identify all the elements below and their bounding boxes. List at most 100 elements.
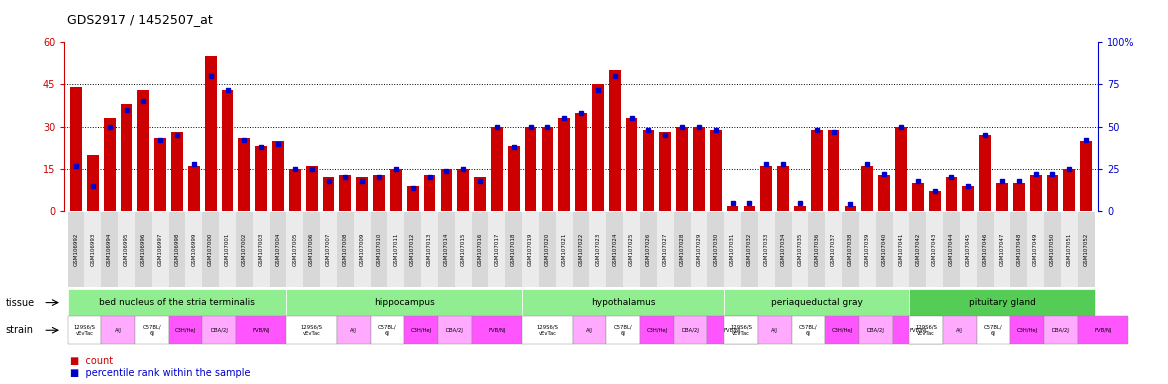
Text: GSM107013: GSM107013 (427, 233, 432, 266)
Text: strain: strain (6, 325, 34, 335)
Text: GSM107044: GSM107044 (948, 233, 954, 266)
Text: GSM107010: GSM107010 (376, 233, 382, 266)
Text: A/J: A/J (586, 328, 593, 333)
Bar (1030, 175, 1042, 211)
Text: GSM106994: GSM106994 (107, 233, 112, 266)
Bar (1080, 141, 1092, 211)
Text: FVB/NJ: FVB/NJ (724, 328, 742, 333)
Bar (777, 166, 790, 211)
Bar (996, 183, 1008, 211)
Text: GSM107021: GSM107021 (562, 233, 566, 266)
Bar (558, 118, 570, 211)
Text: A/J: A/J (957, 328, 964, 333)
Bar (406, 186, 418, 211)
Bar (256, 146, 267, 211)
Text: periaqueductal gray: periaqueductal gray (771, 298, 863, 307)
Text: GSM107037: GSM107037 (832, 233, 836, 266)
Bar (86, 155, 99, 211)
Text: GSM107023: GSM107023 (596, 233, 600, 266)
Bar (356, 177, 368, 211)
Bar (104, 118, 116, 211)
Text: GSM107045: GSM107045 (966, 233, 971, 266)
Bar (306, 166, 318, 211)
Text: GSM107034: GSM107034 (780, 233, 786, 266)
Text: GSM107031: GSM107031 (730, 233, 735, 266)
Text: GSM107052: GSM107052 (1084, 233, 1089, 266)
Text: C3H/HeJ: C3H/HeJ (175, 328, 196, 333)
Text: GSM107007: GSM107007 (326, 233, 331, 266)
Bar (895, 127, 906, 211)
Text: DBA/2J: DBA/2J (210, 328, 228, 333)
Bar (609, 70, 620, 211)
Bar (946, 177, 958, 211)
Text: FVB/NJ: FVB/NJ (488, 328, 506, 333)
Text: A/J: A/J (350, 328, 357, 333)
Bar (204, 56, 216, 211)
Text: ■  count: ■ count (70, 356, 113, 366)
Bar (172, 132, 183, 211)
Text: C57BL/
6J: C57BL/ 6J (985, 325, 1003, 336)
Text: bed nucleus of the stria terminalis: bed nucleus of the stria terminalis (99, 298, 255, 307)
Text: FVB/NJ: FVB/NJ (909, 328, 926, 333)
Bar (592, 84, 604, 211)
Text: GSM107019: GSM107019 (528, 233, 533, 266)
Bar (861, 166, 874, 211)
Text: GSM107046: GSM107046 (982, 233, 988, 266)
Text: GSM107030: GSM107030 (714, 233, 718, 266)
Bar (491, 127, 502, 211)
Text: GSM107002: GSM107002 (242, 233, 246, 266)
Bar (726, 205, 738, 211)
Bar (878, 175, 890, 211)
Text: 129S6/S
vEvTac: 129S6/S vEvTac (730, 325, 752, 336)
Text: GSM107006: GSM107006 (310, 233, 314, 266)
Text: C57BL/
6J: C57BL/ 6J (142, 325, 161, 336)
Text: hippocampus: hippocampus (374, 298, 434, 307)
Bar (912, 183, 924, 211)
Bar (660, 132, 672, 211)
Bar (340, 175, 352, 211)
Bar (828, 129, 840, 211)
Text: GSM107049: GSM107049 (1034, 233, 1038, 266)
Bar (542, 127, 554, 211)
Text: tissue: tissue (6, 298, 35, 308)
Bar (238, 138, 250, 211)
Text: GSM107017: GSM107017 (494, 233, 500, 266)
Bar (524, 127, 536, 211)
Text: GSM107005: GSM107005 (292, 233, 298, 266)
Bar (70, 87, 82, 211)
Text: GSM107004: GSM107004 (276, 233, 280, 266)
Text: DBA/2J: DBA/2J (682, 328, 700, 333)
Bar (373, 175, 385, 211)
Text: pituitary gland: pituitary gland (968, 298, 1035, 307)
Bar (794, 205, 806, 211)
Bar (222, 90, 234, 211)
Text: C3H/HeJ: C3H/HeJ (1016, 328, 1038, 333)
Bar (962, 186, 974, 211)
Text: GSM107025: GSM107025 (630, 233, 634, 266)
Bar (474, 177, 486, 211)
Text: GSM107003: GSM107003 (258, 233, 264, 266)
Bar (138, 90, 150, 211)
Text: GSM107048: GSM107048 (1016, 233, 1021, 266)
Text: C57BL/
6J: C57BL/ 6J (614, 325, 633, 336)
Text: GSM107042: GSM107042 (916, 233, 920, 266)
Text: GSM107035: GSM107035 (798, 233, 802, 266)
Bar (188, 166, 200, 211)
Text: GSM107009: GSM107009 (360, 233, 364, 266)
Bar (390, 169, 402, 211)
Bar (710, 129, 722, 211)
Text: GSM107018: GSM107018 (512, 233, 516, 266)
Text: C57BL/
6J: C57BL/ 6J (799, 325, 818, 336)
Text: 129S6/S
vEvTac: 129S6/S vEvTac (74, 325, 96, 336)
Bar (744, 205, 756, 211)
Bar (693, 127, 704, 211)
Text: C3H/HeJ: C3H/HeJ (411, 328, 432, 333)
Text: DBA/2J: DBA/2J (867, 328, 884, 333)
Text: GSM107040: GSM107040 (882, 233, 887, 266)
Text: GSM107022: GSM107022 (578, 233, 584, 266)
Bar (458, 169, 470, 211)
Text: GSM106992: GSM106992 (74, 233, 78, 266)
Text: GSM106997: GSM106997 (158, 233, 162, 266)
Bar (120, 104, 132, 211)
Text: GSM107001: GSM107001 (225, 233, 230, 266)
